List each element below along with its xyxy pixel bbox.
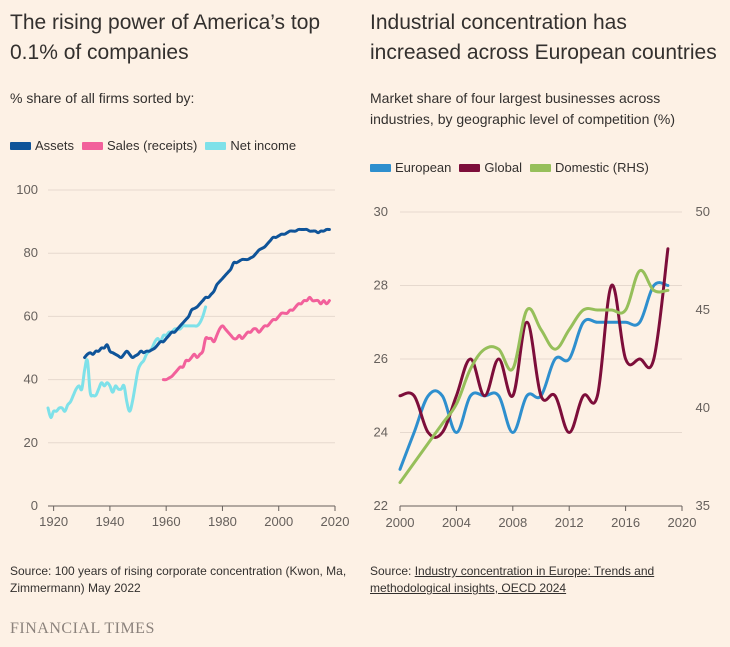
- left-chart-title: The rising power of America’s top 0.1% o…: [10, 11, 321, 64]
- right-legend-item: Global: [459, 160, 522, 175]
- right-legend-swatch: [529, 163, 551, 172]
- left-legend: Assets Sales (receipts) Net income: [10, 138, 296, 153]
- right-x-tick-label: 2020: [668, 515, 697, 530]
- left-legend-item: Sales (receipts): [82, 138, 197, 153]
- left-x-tick-label: 1960: [152, 514, 181, 529]
- left-y-tick-label: 60: [24, 308, 38, 323]
- right-legend-swatch: [459, 163, 481, 172]
- right-y-tick-label: 24: [374, 425, 388, 440]
- right-x-tick-label: 2012: [555, 515, 584, 530]
- left-x-tick-label: 1940: [95, 514, 124, 529]
- right-line-chart: 22 24 26 28 30 35 40 45 50 2000 2004 2008 2012 2016 20…: [374, 204, 710, 530]
- left-x-tick-label: 2000: [264, 514, 293, 529]
- left-legend-label: Net income: [230, 138, 297, 153]
- right-legend-item: Domestic (RHS): [529, 160, 649, 175]
- right-series-line: [398, 281, 670, 471]
- right-source-prefix: Source:: [370, 564, 415, 578]
- left-series-line: [161, 295, 331, 382]
- left-legend-label: Assets: [35, 138, 75, 153]
- left-legend-item: Assets: [10, 138, 74, 153]
- right-y-tick-label: 28: [374, 278, 388, 293]
- right-rhs-tick-label: 35: [696, 498, 710, 513]
- left-series-line: [83, 227, 331, 360]
- right-series-line: [398, 268, 670, 484]
- right-x-tick-label: 2000: [386, 515, 415, 530]
- right-rhs-tick-label: 40: [696, 400, 710, 415]
- left-chart-subtitle: % share of all firms sorted by:: [10, 90, 195, 106]
- left-legend-item: Net income: [205, 138, 296, 153]
- right-y-tick-label: 30: [374, 204, 388, 219]
- left-y-tick-label: 80: [24, 245, 38, 260]
- left-y-tick-label: 40: [24, 372, 38, 387]
- left-legend-label: Sales (receipts): [107, 138, 198, 153]
- right-y-tick-label: 22: [374, 498, 388, 513]
- right-series-line: [398, 247, 670, 439]
- right-y-tick-label: 26: [374, 351, 388, 366]
- left-x-tick-label: 1920: [39, 514, 68, 529]
- left-y-tick-label: 100: [16, 182, 38, 197]
- left-legend-swatch: [205, 141, 227, 150]
- left-legend-swatch: [82, 141, 104, 150]
- left-y-tick-label: 20: [24, 435, 38, 450]
- right-legend-swatch: [370, 163, 391, 172]
- right-legend-label: European: [395, 160, 452, 175]
- right-chart-subtitle: Market share of four largest businesses …: [370, 90, 676, 127]
- left-y-tick-label: 0: [31, 498, 38, 513]
- right-legend-label: Global: [484, 160, 522, 175]
- left-x-tick-label: 1980: [208, 514, 237, 529]
- right-legend-label: Domestic (RHS): [554, 160, 649, 175]
- right-rhs-tick-label: 45: [696, 302, 710, 317]
- left-line-chart: 0 20 40 60 80 100 1920 1940 1960 1980 2000 2020: [16, 182, 350, 529]
- ft-logo: FINANCIAL TIMES: [10, 620, 155, 637]
- right-legend-item: European: [370, 160, 451, 175]
- right-source-link[interactable]: Industry concentration in Europe: Trends…: [370, 564, 655, 595]
- right-source: Source: Industry concentration in Europe…: [370, 563, 720, 597]
- right-x-tick-label: 2004: [442, 515, 471, 530]
- right-x-tick-label: 2008: [498, 515, 527, 530]
- right-legend: European Global Domestic (RHS): [370, 160, 649, 175]
- right-chart-title: Industrial concentration has increased a…: [370, 11, 717, 64]
- left-x-tick-label: 2020: [321, 514, 350, 529]
- left-source: Source: 100 years of rising corporate co…: [10, 564, 347, 595]
- right-x-tick-label: 2016: [611, 515, 640, 530]
- right-rhs-tick-label: 50: [696, 204, 710, 219]
- left-series-line: [46, 305, 208, 420]
- left-legend-swatch: [10, 141, 31, 150]
